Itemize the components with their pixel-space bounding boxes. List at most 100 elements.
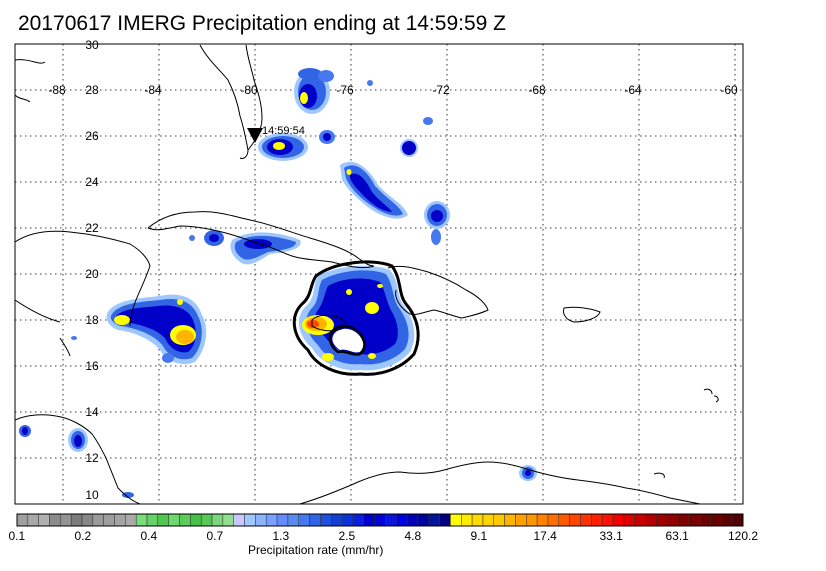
- colorbar-swatch: [731, 513, 744, 527]
- south-america-coast: [299, 461, 701, 504]
- overpass-marker: 14:59:54: [247, 125, 305, 143]
- colorbar-swatch: [341, 513, 354, 527]
- map-title: 20170617 IMERG Precipitation ending at 1…: [18, 12, 506, 35]
- longitude-label: -64: [624, 83, 642, 97]
- colorbar-swatch: [309, 513, 321, 527]
- colorbar-swatch: [721, 513, 733, 527]
- colorbar-swatch: [157, 513, 169, 527]
- colorbar-swatch: [396, 513, 408, 527]
- latitude-label: 30: [85, 38, 99, 52]
- latitude-label: 24: [85, 175, 99, 189]
- longitude-label: -88: [48, 83, 66, 97]
- colorbar-swatch: [352, 513, 364, 527]
- colorbar-tick-label: 63.1: [665, 529, 689, 543]
- colorbar-swatch: [200, 513, 213, 527]
- rain-cell-florida-strait: [258, 130, 335, 161]
- colorbar-swatch: [623, 513, 635, 527]
- colorbar-tick-label: 0.2: [74, 529, 92, 543]
- overpass-triangle-icon: [247, 128, 263, 143]
- longitude-label: -76: [336, 83, 354, 97]
- map-frame: [14, 43, 744, 505]
- colorbar-swatch: [526, 513, 538, 527]
- colorbar-title: Precipitation rate (mm/hr): [248, 543, 384, 557]
- latitude-label: 10: [85, 488, 99, 502]
- colorbar-swatch: [558, 513, 570, 527]
- colorbar-swatch: [233, 513, 245, 527]
- colorbar-swatch: [92, 513, 104, 527]
- latitude-label: 12: [85, 451, 99, 465]
- colorbar-tick-label: 120.2: [728, 529, 759, 543]
- colorbar-swatch: [38, 513, 50, 527]
- rain-cell-cuba: [189, 230, 301, 265]
- colorbar-swatch: [27, 513, 39, 527]
- colorbar-swatch: [645, 513, 657, 527]
- rain-cell-bahamas-central: [340, 80, 450, 245]
- colorbar-tick-label: 1.3: [272, 529, 290, 543]
- colorbar-swatch: [461, 513, 473, 527]
- jamaica-coast: [311, 314, 347, 332]
- colorbar-tick-label: 0.4: [140, 529, 158, 543]
- colorbar-swatch: [471, 513, 484, 527]
- colorbar-swatch: [70, 513, 83, 527]
- colorbar-swatch: [591, 513, 603, 527]
- gulf-coast: [15, 59, 46, 103]
- colorbar-swatch: [417, 513, 430, 527]
- small-islands: [653, 388, 719, 479]
- colorbar-swatch: [330, 513, 343, 527]
- rain-cell-jamaica-system: [292, 260, 420, 376]
- colorbar-swatch: [363, 513, 375, 527]
- latitude-label: 26: [85, 129, 99, 143]
- colorbar-swatch: [677, 513, 690, 527]
- colorbar-swatch: [320, 513, 332, 527]
- colorbar-swatch: [179, 513, 191, 527]
- colorbar-swatch: [168, 513, 180, 527]
- colorbar-swatch: [211, 513, 224, 527]
- colorbar-swatch: [49, 513, 61, 527]
- honduras-coast: [15, 414, 141, 504]
- colorbar-swatch: [710, 513, 722, 527]
- precipitation-field: [19, 68, 537, 498]
- colorbar-swatch: [450, 513, 462, 527]
- colorbar-swatch: [612, 513, 625, 527]
- colorbar-tick-label: 0.7: [206, 529, 224, 543]
- colorbar-swatch: [222, 513, 234, 527]
- colorbar-swatch: [406, 513, 419, 527]
- colorbar-tick-label: 9.1: [470, 529, 488, 543]
- latitude-label: 16: [85, 359, 99, 373]
- longitude-label: -60: [720, 83, 738, 97]
- colorbar-swatch: [125, 513, 137, 527]
- colorbar-swatch: [385, 513, 397, 527]
- longitude-label: -72: [432, 83, 450, 97]
- puerto-rico-coast: [563, 306, 601, 323]
- rain-cell-bahamas-north: [294, 68, 334, 114]
- colorbar-swatch: [634, 513, 646, 527]
- colorbar-tick-label: 33.1: [599, 529, 623, 543]
- colorbar-swatch: [601, 513, 614, 527]
- colorbar-swatch: [81, 513, 94, 527]
- cuba-coast: [147, 211, 375, 269]
- colorbar-swatch: [276, 513, 289, 527]
- colorbar-tick-label: 17.4: [533, 529, 557, 543]
- longitude-label: -68: [528, 83, 546, 97]
- colorbar-swatch: [515, 513, 527, 527]
- latitude-label: 28: [85, 83, 99, 97]
- colorbar-swatch: [114, 513, 126, 527]
- colorbar: [16, 513, 744, 527]
- colorbar-frame: [16, 513, 744, 527]
- colorbar-swatch: [504, 513, 516, 527]
- colorbar-swatch: [666, 513, 679, 527]
- rain-cell-central-america: [19, 425, 537, 498]
- colorbar-swatch: [190, 513, 202, 527]
- latitude-label: 20: [85, 267, 99, 281]
- colorbar-swatch: [482, 513, 495, 527]
- colorbar-swatch: [265, 513, 278, 527]
- yucatan-coast: [15, 230, 151, 357]
- colorbar-swatch: [493, 513, 505, 527]
- colorbar-swatch: [547, 513, 560, 527]
- colorbar-swatch: [688, 513, 700, 527]
- colorbar-swatch: [374, 513, 386, 527]
- colorbar-swatch: [146, 513, 159, 527]
- colorbar-swatch: [298, 513, 310, 527]
- longitude-label: -80: [240, 83, 258, 97]
